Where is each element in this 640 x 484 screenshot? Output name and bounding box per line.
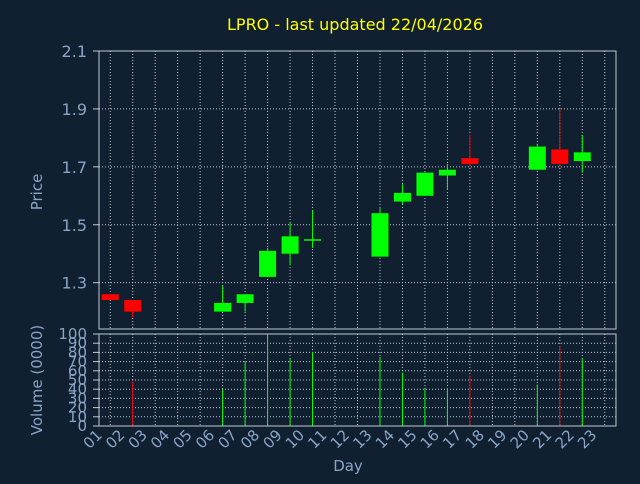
- candle-body: [371, 213, 389, 257]
- price-grid: [99, 50, 616, 329]
- volume-y-tick-label: 70: [68, 353, 87, 371]
- price-y-tick-labels: 1.3 1.5 1.7 1.9 2.1: [62, 42, 99, 293]
- candle-body: [528, 146, 546, 170]
- candle-body: [461, 158, 479, 164]
- volume-bars: [132, 334, 583, 426]
- candle-06: [214, 285, 232, 312]
- volume-y-tick-label: 30: [68, 389, 87, 407]
- x-tick-labels: 0102030405060708091011121314151617181920…: [80, 426, 601, 452]
- candle-07: [236, 294, 254, 312]
- price-y-tick-label: 2.1: [62, 42, 87, 61]
- price-candles: [101, 108, 591, 318]
- candle-body: [416, 172, 434, 196]
- volume-y-tick-label: 50: [68, 371, 87, 389]
- candle-10: [304, 210, 322, 248]
- volume-plot-frame: [98, 333, 617, 427]
- candle-body: [573, 152, 591, 162]
- candle-body: [236, 294, 254, 303]
- candle-body: [214, 302, 232, 312]
- candle-02: [124, 300, 142, 318]
- candle-13: [371, 207, 389, 257]
- candle-09: [281, 221, 299, 266]
- candle-20: [528, 143, 546, 170]
- volume-y-tick-label: 100: [58, 325, 87, 343]
- price-y-axis-label: Price: [28, 174, 46, 211]
- volume-y-axis-label: Volume (0000): [28, 325, 46, 435]
- volume-y-tick-label: 10: [68, 408, 87, 426]
- volume-grid: [99, 333, 616, 427]
- volume-y-tick-label: 80: [68, 343, 87, 361]
- volume-y-tick-label: 0: [77, 417, 87, 435]
- candle-01: [101, 294, 119, 301]
- candle-body: [551, 149, 569, 164]
- candle-body: [259, 250, 277, 277]
- volume-y-tick-label: 60: [68, 362, 87, 380]
- candle-17: [461, 134, 479, 167]
- candle-body: [124, 300, 142, 312]
- candle-15: [416, 172, 434, 196]
- price-plot-frame: [98, 50, 617, 330]
- candle-14: [393, 184, 411, 205]
- x-tick-label: 23: [574, 426, 600, 452]
- candle-16: [438, 163, 456, 190]
- candle-08: [259, 247, 277, 277]
- candle-body: [393, 192, 411, 202]
- candle-21: [551, 108, 569, 167]
- candle-body: [281, 236, 299, 254]
- candle-body: [304, 239, 322, 241]
- candle-body: [438, 169, 456, 176]
- volume-y-tick-label: 90: [68, 334, 87, 352]
- price-y-tick-label: 1.3: [62, 274, 87, 293]
- price-y-tick-label: 1.9: [62, 100, 87, 119]
- price-y-tick-label: 1.7: [62, 158, 87, 177]
- volume-y-tick-label: 20: [68, 399, 87, 417]
- candle-22: [573, 134, 591, 173]
- candle-body: [101, 294, 119, 301]
- price-y-tick-label: 1.5: [62, 216, 87, 235]
- volume-y-tick-label: 40: [68, 380, 87, 398]
- chart-title: LPRO - last updated 22/04/2026: [227, 15, 483, 34]
- x-axis-label: Day: [333, 457, 363, 475]
